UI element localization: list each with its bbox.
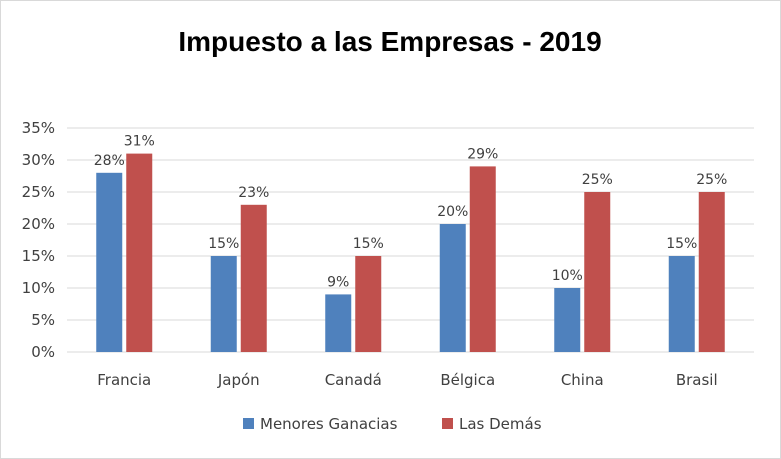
data-label: 25% <box>582 172 613 188</box>
y-tick-label: 35% <box>22 119 55 137</box>
legend-label: Las Demás <box>459 415 542 433</box>
y-tick-label: 20% <box>22 215 55 233</box>
data-label: 15% <box>208 236 239 252</box>
x-tick-label: Brasil <box>676 371 718 389</box>
data-label: 31% <box>124 134 155 150</box>
y-tick-label: 25% <box>22 183 55 201</box>
bars <box>96 153 725 352</box>
y-tick-label: 15% <box>22 247 55 265</box>
y-tick-label: 5% <box>31 311 55 329</box>
x-tick-label: China <box>561 371 604 389</box>
data-label: 15% <box>666 236 697 252</box>
bar-menores-ganancias <box>96 172 123 352</box>
bar-menores-ganancias <box>439 224 466 352</box>
bar-menores-ganancias <box>668 256 695 352</box>
y-tick-label: 30% <box>22 151 55 169</box>
data-label: 10% <box>552 268 583 284</box>
gridlines <box>67 127 754 353</box>
bar-las-demas <box>355 256 382 352</box>
bar-las-demas <box>584 192 611 352</box>
x-tick-label: Canadá <box>325 371 382 389</box>
legend-label: Menores Ganacias <box>260 415 398 433</box>
bar-las-demas <box>698 192 725 352</box>
bar-menores-ganancias <box>325 294 352 352</box>
x-axis-ticks: Francia Japón Canadá Bélgica China Brasil <box>97 371 717 389</box>
data-labels: 28% 31% 15% 23% 9% 15% 20% 29% 10% 25% 15% 25% <box>94 134 728 291</box>
x-tick-label: Bélgica <box>440 371 495 389</box>
bar-las-demas <box>126 153 153 352</box>
bar-las-demas <box>469 166 496 352</box>
data-label: 25% <box>696 172 727 188</box>
x-tick-label: Francia <box>97 371 151 389</box>
bar-menores-ganancias <box>554 288 581 352</box>
y-tick-label: 0% <box>31 343 55 361</box>
data-label: 20% <box>437 204 468 220</box>
y-tick-label: 10% <box>22 279 55 297</box>
data-label: 28% <box>94 153 125 169</box>
data-label: 15% <box>353 236 384 252</box>
legend: Menores Ganacias Las Demás <box>243 415 542 433</box>
bar-menores-ganancias <box>210 256 237 352</box>
bar-las-demas <box>240 204 267 352</box>
x-tick-label: Japón <box>217 371 260 389</box>
legend-swatch <box>243 418 254 429</box>
chart-title: Impuesto a las Empresas - 2019 <box>178 26 601 57</box>
y-axis-ticks: 0% 5% 10% 15% 20% 25% 30% 35% <box>22 119 55 361</box>
data-label: 9% <box>327 274 349 290</box>
data-label: 29% <box>467 146 498 162</box>
legend-swatch <box>442 418 453 429</box>
data-label: 23% <box>238 185 269 201</box>
